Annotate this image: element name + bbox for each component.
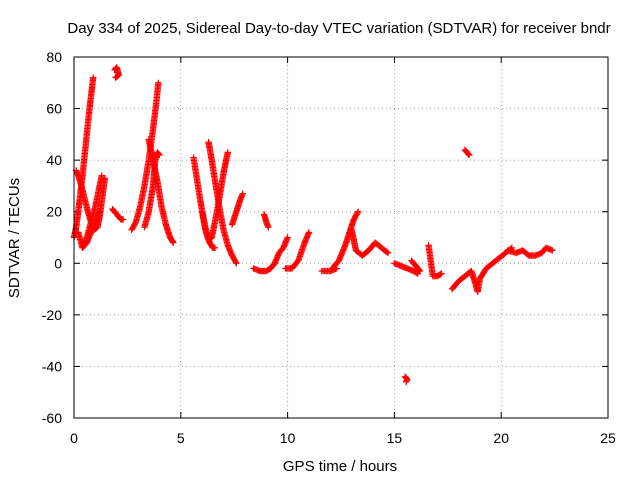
data-point [354, 208, 362, 215]
series-arc-e [111, 64, 123, 81]
y-tick-label: -60 [42, 410, 62, 426]
data-point [156, 151, 163, 159]
series-arc-f [109, 205, 127, 223]
x-axis-label: GPS time / hours [283, 458, 397, 475]
data-point [96, 208, 103, 215]
series-arc-d [79, 172, 105, 252]
data-point [232, 258, 239, 266]
data-point [90, 74, 97, 81]
series-arc-aa [504, 244, 556, 259]
y-tick-label: 20 [46, 204, 62, 220]
data-point [416, 267, 424, 275]
series-arc-i [145, 136, 177, 246]
y-tick-label: 80 [46, 49, 62, 65]
series-arc-z [448, 244, 516, 295]
chart-title: Day 334 of 2025, Sidereal Day-to-day VTE… [67, 20, 610, 37]
data-point [402, 378, 410, 386]
data-point [155, 79, 162, 86]
series-arc-q [282, 229, 313, 272]
data-point [224, 149, 231, 156]
x-tick-label: 10 [280, 430, 296, 446]
y-axis-label: SDTVAR / TECUs [6, 178, 23, 298]
data-point [113, 73, 120, 80]
data-point [170, 239, 177, 246]
data-point [155, 150, 162, 158]
y-tick-label: 40 [46, 152, 62, 168]
y-tick-label: -40 [42, 358, 62, 374]
data-point [354, 209, 361, 217]
data-point [98, 172, 105, 179]
data-point [265, 223, 272, 231]
data-point [549, 247, 556, 254]
data-point [438, 270, 445, 277]
series-arc-x [425, 242, 445, 280]
y-tick-label: -20 [42, 307, 62, 323]
data-point [211, 244, 219, 252]
data-point [284, 234, 291, 241]
series-arc-t [348, 226, 392, 259]
series-arc-p [267, 234, 291, 272]
x-tick-label: 0 [70, 430, 78, 446]
series-arc-o [260, 211, 272, 231]
data-point [239, 190, 246, 197]
data-point [305, 229, 313, 236]
data-point [233, 260, 240, 267]
series-arc-n [250, 265, 274, 275]
x-tick-label: 15 [387, 430, 403, 446]
data-point [465, 150, 472, 158]
x-tick-label: 25 [600, 430, 616, 446]
y-tick-label: 0 [54, 255, 62, 271]
series-arc-s [329, 208, 362, 272]
data-point [119, 216, 127, 223]
data-point [384, 249, 392, 257]
data-point [465, 151, 473, 159]
series-arc-w [401, 373, 411, 386]
x-tick-label: 5 [177, 430, 185, 446]
data-marks [70, 64, 556, 386]
data-point [112, 74, 119, 81]
plot-frame [73, 56, 609, 419]
y-tick-label: 60 [46, 101, 62, 117]
data-point [437, 271, 444, 278]
series-arc-v [408, 257, 424, 275]
data-point [415, 266, 423, 274]
data-point [383, 248, 391, 256]
data-point [169, 238, 176, 245]
x-tick-label: 20 [493, 430, 509, 446]
series-arc-m [228, 190, 246, 228]
series-arc-y [461, 146, 473, 159]
tick-labels: 0 5 10 15 20 25 -60 -40 -20 0 20 40 60 80 [42, 49, 616, 446]
series-arc-l [205, 138, 240, 267]
